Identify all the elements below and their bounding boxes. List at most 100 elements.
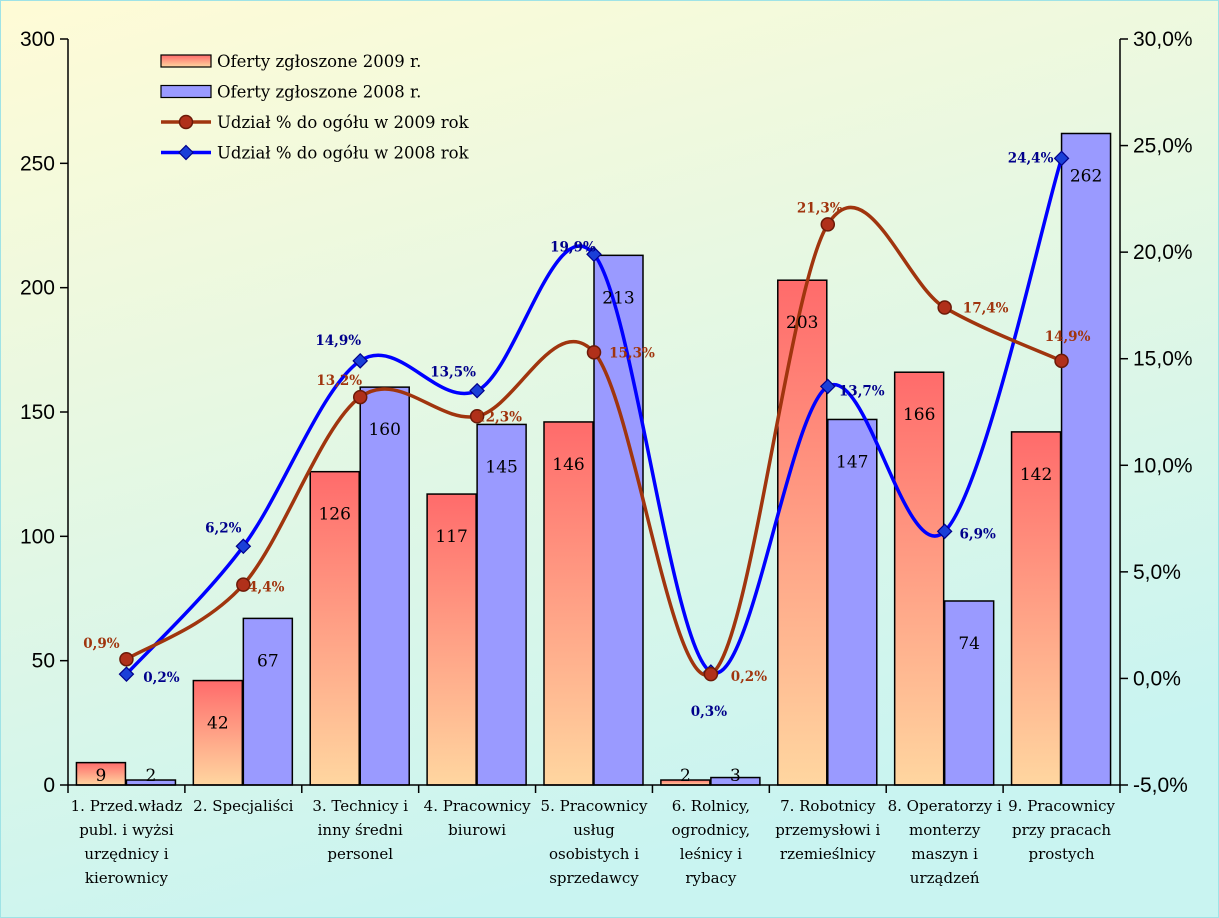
y-tick-label-right: 0,0% <box>1133 667 1181 690</box>
y-tick-label-left: 300 <box>20 28 55 51</box>
marker-2008 <box>469 382 485 399</box>
legend-label: Udział % do ogółu w 2009 rok <box>217 113 470 132</box>
marker-2009 <box>703 666 719 682</box>
category-label: prostych <box>1029 845 1095 863</box>
y-tick-label-left: 250 <box>20 152 55 175</box>
bar-2008-label: 147 <box>836 452 868 472</box>
line-2009 <box>125 205 1063 677</box>
pct-label-2009: 0,2% <box>731 669 767 685</box>
y-tick-label-left: 0 <box>43 774 55 797</box>
category-label: rzemieślnicy <box>780 845 876 863</box>
marker-2008 <box>586 246 602 263</box>
category-label: 1. Przed.władz <box>71 797 183 815</box>
bar-2009-label: 117 <box>435 527 467 547</box>
bar-2009 <box>543 421 594 786</box>
legend-marker-2009 <box>178 114 194 130</box>
line-2008 <box>125 157 1064 676</box>
category-label: przy pracach <box>1012 821 1111 839</box>
legend: Oferty zgłoszone 2009 r. Oferty zgłoszone… <box>160 52 470 163</box>
category-label: 8. Operatorzy i <box>888 797 1002 815</box>
pct-label-2009: 21,3% <box>797 200 843 216</box>
bar-2009-label: 203 <box>786 313 818 333</box>
pct-label-2009: 14,9% <box>1045 329 1091 345</box>
pct-label-2008: 0,2% <box>143 670 179 686</box>
y-tick-label-right: 20,0% <box>1133 241 1193 264</box>
bar-2008 <box>359 386 410 786</box>
bar-2008-label: 145 <box>485 457 517 477</box>
y-tick-label-right: 25,0% <box>1133 135 1193 158</box>
category-label: maszyn i <box>911 845 978 863</box>
lines-layer <box>118 150 1070 683</box>
pct-label-2008: 0,3% <box>691 704 727 720</box>
category-label: 6. Rolnicy, <box>672 797 750 815</box>
bar-2009-label: 166 <box>903 405 935 425</box>
bar-2009 <box>893 371 945 786</box>
category-label: 7. Robotnicy <box>780 797 876 815</box>
bar-2008 <box>1060 132 1112 786</box>
pct-label-2009: 0,9% <box>83 636 119 652</box>
marker-2009 <box>469 409 485 424</box>
y-tick-label-left: 200 <box>20 277 55 300</box>
category-label: 2. Specjaliści <box>193 797 294 815</box>
pct-label-2008: 13,7% <box>839 383 885 399</box>
legend-marker-2008 <box>178 144 194 161</box>
bar-2009 <box>309 470 360 786</box>
pct-label-2009: 17,4% <box>963 301 1009 317</box>
category-label: 5. Pracownicy <box>541 797 648 815</box>
category-label: urządzeń <box>910 869 980 887</box>
category-label: przemysłowi i <box>775 821 880 839</box>
bar-2009-label: 2 <box>680 766 691 786</box>
bar-2008-label: 74 <box>958 634 980 654</box>
marker-2009 <box>352 389 368 405</box>
bar-2008-label: 3 <box>730 766 741 786</box>
category-label: 3. Technicy i <box>312 797 408 815</box>
bar-2009-label: 126 <box>318 505 350 525</box>
bar-2009-label: 142 <box>1020 465 1052 485</box>
axes-layer: 0 50 100 150 200 250 300 -5,0% 0,0% 5,0% 10,0% 15,0… <box>20 28 1193 887</box>
marker-2009 <box>820 217 836 232</box>
marker-2008 <box>936 523 953 540</box>
y-tick-label-left: 150 <box>20 401 55 424</box>
legend-label: Udział % do ogółu w 2008 rok <box>217 144 470 163</box>
marker-2009 <box>119 651 134 667</box>
pct-label-2009: 12,3% <box>476 409 522 425</box>
y-tick-label-right: -5,0% <box>1133 774 1188 797</box>
category-label: publ. i wyżsi <box>79 821 174 839</box>
category-label: 4. Pracownicy <box>424 797 531 815</box>
bar-2008 <box>593 254 644 786</box>
category-label: leśnicy i <box>680 845 742 863</box>
y-tick-label-right: 10,0% <box>1133 454 1193 477</box>
marker-2009 <box>586 345 602 360</box>
y-tick-label-left: 50 <box>32 650 55 673</box>
legend-swatch-2008-bars <box>160 84 212 99</box>
bar-2008-label: 160 <box>368 420 400 440</box>
bar-2008-label: 213 <box>602 288 634 308</box>
bar-2009 <box>1010 431 1062 786</box>
category-label: kierownicy <box>85 869 169 887</box>
bar-2008-label: 2 <box>146 766 157 786</box>
bar-2008 <box>827 418 878 786</box>
bar-2008-label: 262 <box>1070 166 1102 186</box>
y-tick-label-right: 5,0% <box>1133 561 1181 584</box>
category-label: usług <box>573 821 615 839</box>
pct-label-2008: 19,9% <box>550 239 596 255</box>
category-label: osobistych i <box>549 845 639 863</box>
bar-2009-label: 42 <box>207 714 229 734</box>
marker-2008 <box>1053 150 1070 167</box>
bar-2009 <box>426 493 477 786</box>
y-tick-label-left: 100 <box>20 525 55 548</box>
bar-2008-label: 67 <box>257 651 279 671</box>
marker-2009 <box>1054 353 1069 369</box>
marker-2008 <box>118 666 135 683</box>
bar-2009-label: 146 <box>552 455 584 475</box>
pct-label-2008: 6,2% <box>205 520 241 536</box>
legend-swatch-2009-bars <box>160 54 212 68</box>
labels-layer: 9 2 42 67 126 160 117 145 146 213 2 3 203 147 166 74 142… <box>83 150 1102 786</box>
pct-label-2009: 15,3% <box>609 345 655 361</box>
legend-label: Oferty zgłoszone 2009 r. <box>217 52 421 71</box>
category-label: personel <box>327 845 393 863</box>
legend-label: Oferty zgłoszone 2008 r. <box>217 83 421 102</box>
bar-2009 <box>777 279 828 786</box>
